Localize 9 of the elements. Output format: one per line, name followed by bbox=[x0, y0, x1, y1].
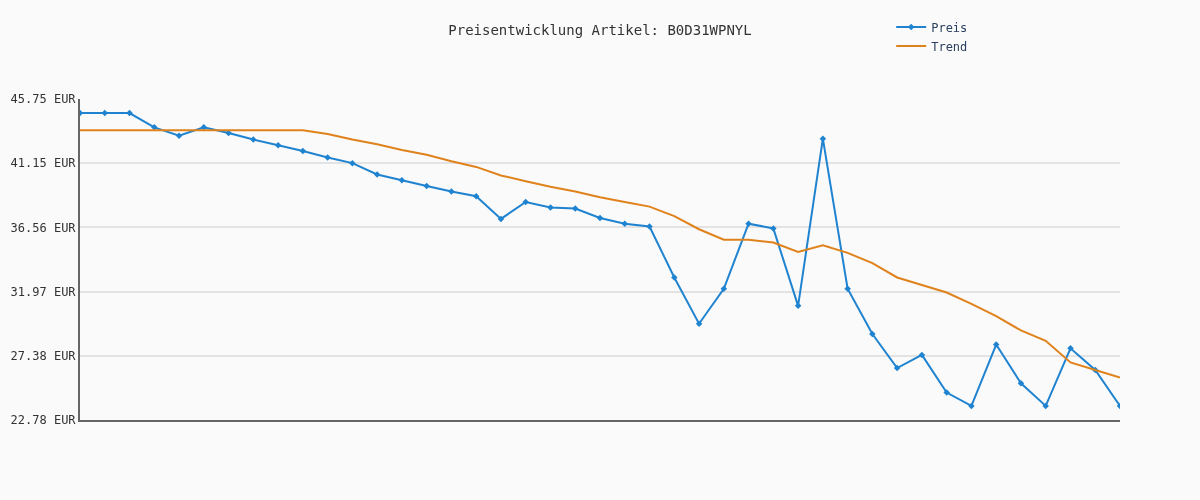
y-tick-label: 22.78 EUR bbox=[10, 413, 77, 428]
y-tick-label: 41.15 EUR bbox=[10, 156, 77, 171]
chart-title: Preisentwicklung Artikel: B0D31WPNYL bbox=[448, 21, 752, 38]
y-tick-label: 36.56 EUR bbox=[10, 220, 77, 235]
y-tick-label: 45.75 EUR bbox=[10, 92, 77, 107]
y-tick-label: 27.38 EUR bbox=[10, 348, 77, 363]
y-tick-label: 31.97 EUR bbox=[10, 284, 77, 299]
legend-label: Preis bbox=[931, 20, 968, 35]
legend-label: Trend bbox=[931, 39, 968, 54]
